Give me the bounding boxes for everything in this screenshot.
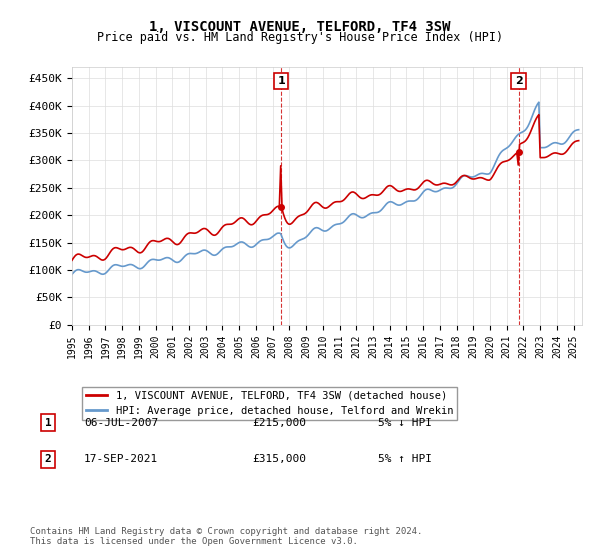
- Text: £215,000: £215,000: [252, 418, 306, 428]
- Text: 2: 2: [44, 454, 52, 464]
- Text: 1: 1: [277, 76, 285, 86]
- Text: Price paid vs. HM Land Registry's House Price Index (HPI): Price paid vs. HM Land Registry's House …: [97, 31, 503, 44]
- Text: 5% ↑ HPI: 5% ↑ HPI: [378, 454, 432, 464]
- Text: 5% ↓ HPI: 5% ↓ HPI: [378, 418, 432, 428]
- Text: 1: 1: [44, 418, 52, 428]
- Text: 17-SEP-2021: 17-SEP-2021: [84, 454, 158, 464]
- Text: 2: 2: [515, 76, 523, 86]
- Text: £315,000: £315,000: [252, 454, 306, 464]
- Text: 06-JUL-2007: 06-JUL-2007: [84, 418, 158, 428]
- Text: 1, VISCOUNT AVENUE, TELFORD, TF4 3SW: 1, VISCOUNT AVENUE, TELFORD, TF4 3SW: [149, 20, 451, 34]
- Text: Contains HM Land Registry data © Crown copyright and database right 2024.
This d: Contains HM Land Registry data © Crown c…: [30, 526, 422, 546]
- Legend: 1, VISCOUNT AVENUE, TELFORD, TF4 3SW (detached house), HPI: Average price, detac: 1, VISCOUNT AVENUE, TELFORD, TF4 3SW (de…: [82, 387, 457, 420]
